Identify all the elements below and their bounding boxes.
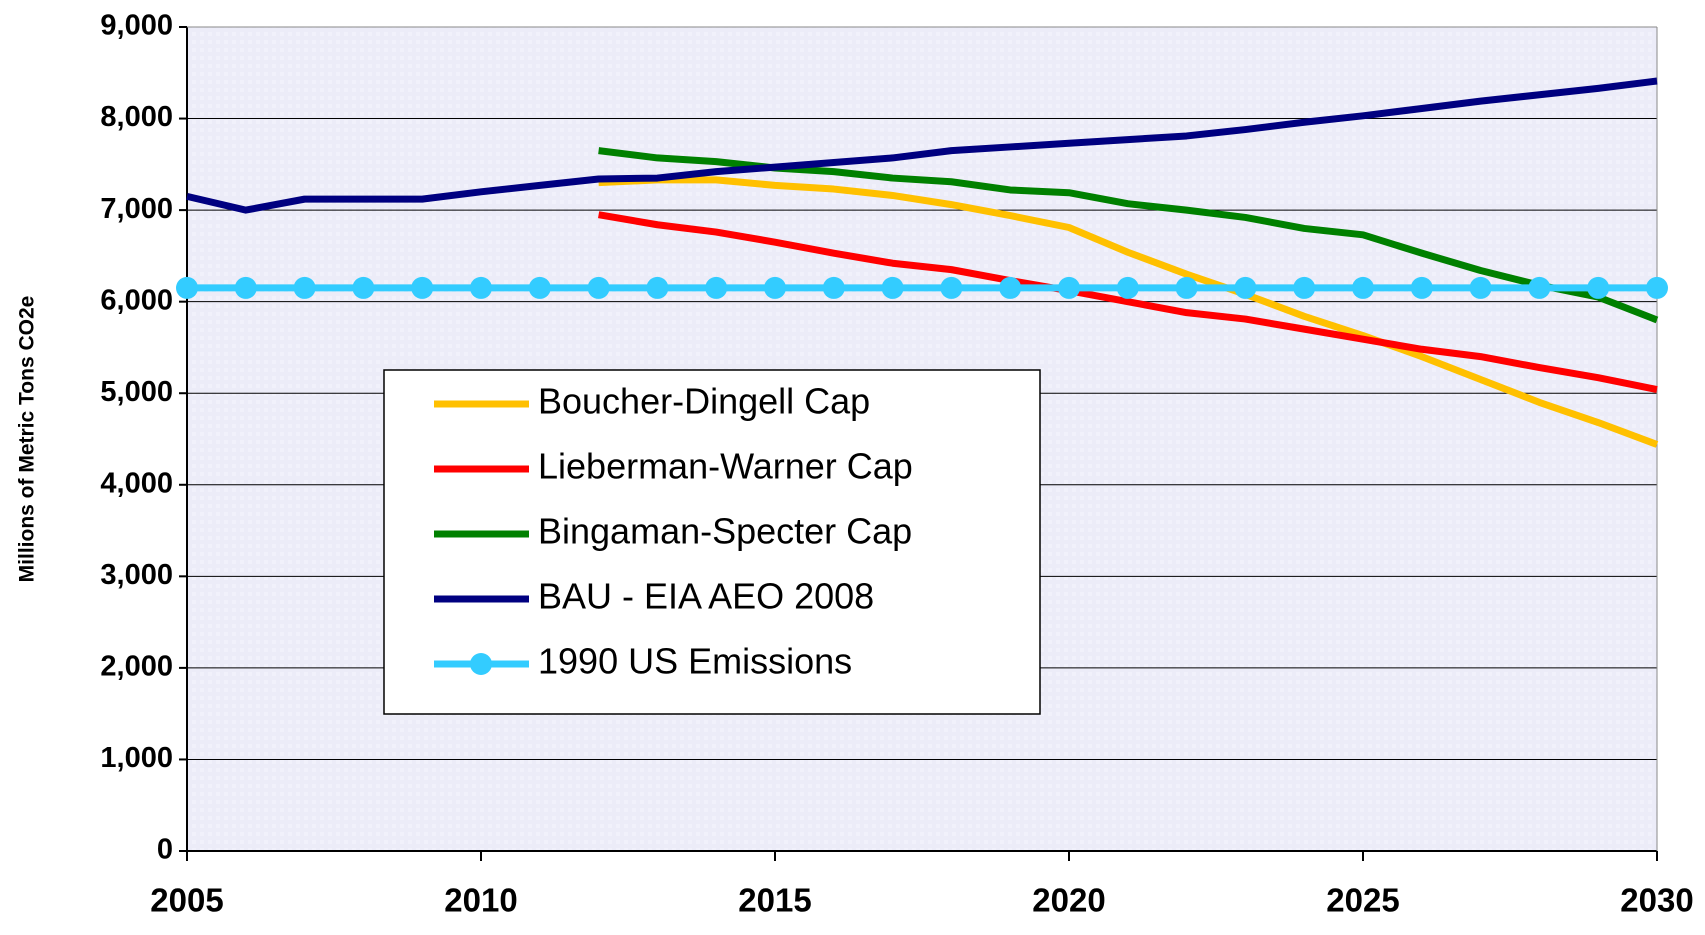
series-marker [646,276,669,299]
series-marker [234,276,257,299]
series-line [186,77,1658,214]
y-tick-label: 8,000 [100,101,173,133]
x-tick-label: 2025 [1326,882,1399,919]
series-line [598,176,1659,448]
series-marker [1469,276,1492,299]
series-marker [1352,276,1374,299]
y-axis-label: Millions of Metric Tons CO2e [16,296,39,583]
series-marker [1234,276,1257,299]
series-marker [881,276,904,299]
legend-label: BAU - EIA AEO 2008 [538,576,874,617]
y-tick-label: 5,000 [100,376,173,408]
series-marker [1116,276,1139,299]
series-marker [940,276,963,299]
legend-label: 1990 US Emissions [538,641,852,682]
series-marker [1587,276,1610,299]
series-marker [1175,276,1198,299]
legend-marker [470,653,492,675]
x-tick-label: 2010 [444,882,517,919]
x-tick-label: 2005 [150,882,223,919]
y-tick-label: 4,000 [100,467,173,499]
series-marker [1293,276,1316,299]
series-marker [411,276,434,299]
series-marker [587,276,610,299]
series-marker [1410,276,1433,299]
y-tick-label: 3,000 [100,559,173,591]
series-marker [470,276,492,299]
y-tick-label: 1,000 [100,742,173,774]
series-marker [764,276,786,299]
legend-label: Lieberman-Warner Cap [538,446,913,487]
series-marker [822,276,845,299]
y-tick-label: 9,000 [100,10,173,42]
series-marker [528,276,551,299]
series-marker [1646,276,1668,299]
y-tick-label: 6,000 [100,284,173,316]
series-marker [705,276,728,299]
series-marker [352,276,375,299]
x-tick-label: 2015 [738,882,811,919]
y-tick-label: 0 [157,834,173,866]
series-marker [1058,276,1080,299]
x-tick-label: 2030 [1620,882,1693,919]
series-marker [176,276,198,299]
legend-label: Boucher-Dingell Cap [538,381,870,422]
x-tick-label: 2020 [1032,882,1105,919]
legend-box [383,369,1041,715]
series-line [598,211,1658,393]
y-tick-label: 7,000 [100,193,173,225]
y-tick-label: 2,000 [100,651,173,683]
series-marker [293,276,316,299]
series-marker [999,276,1022,299]
legend-label: Bingaman-Specter Cap [538,511,912,552]
series-marker [1528,276,1551,299]
